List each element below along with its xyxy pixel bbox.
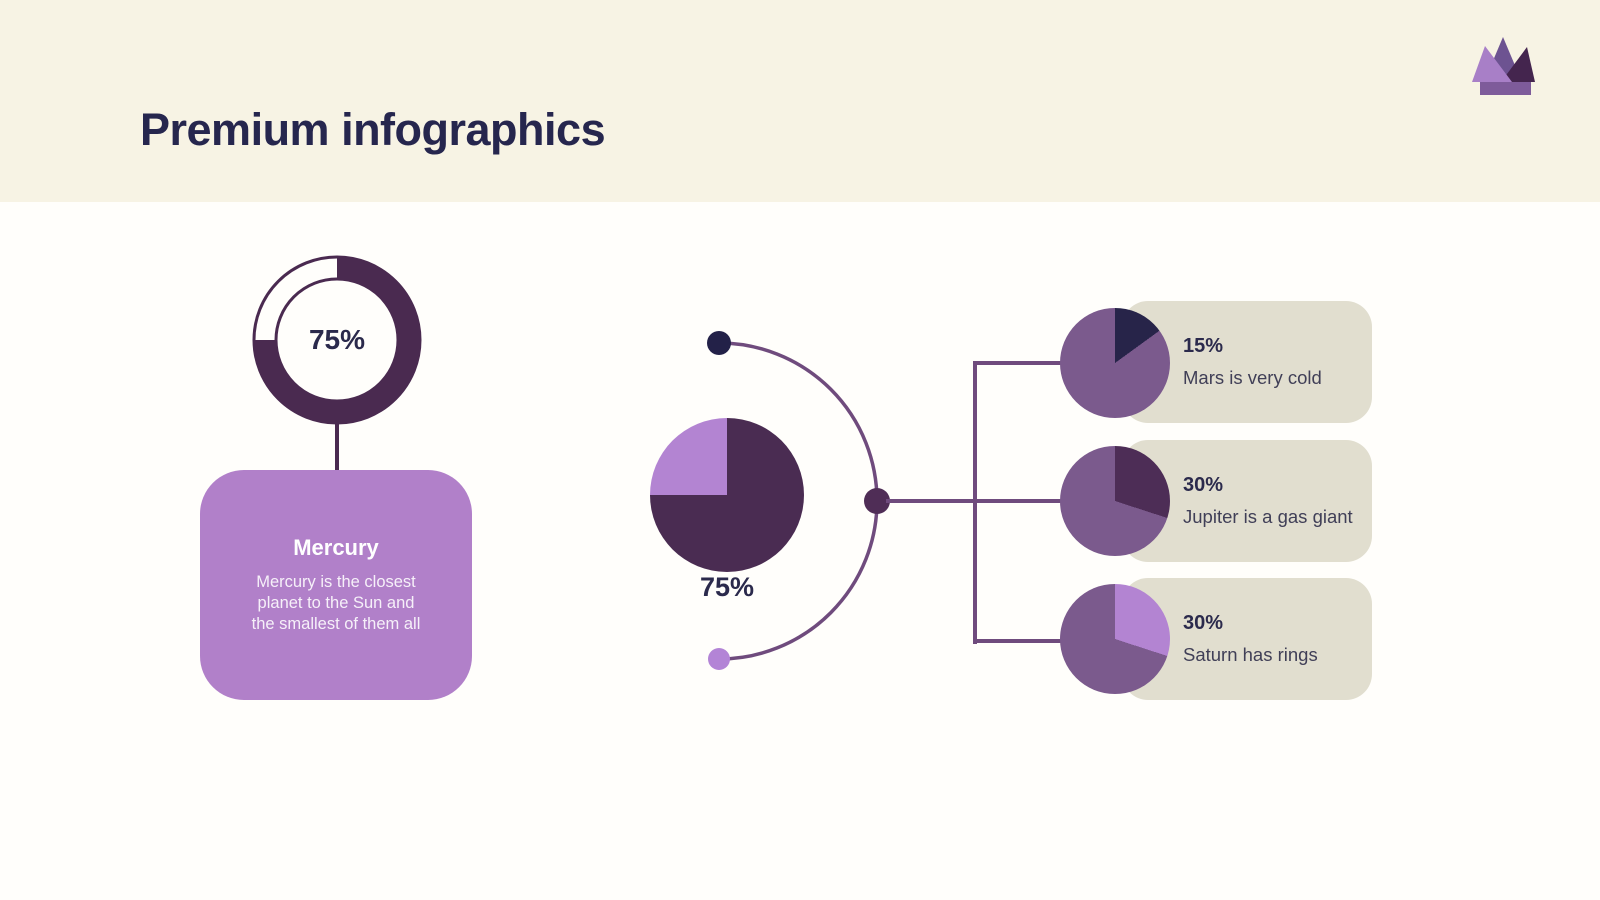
arc-dot-top: [707, 331, 731, 355]
saturn-pie-chart: [1060, 584, 1170, 694]
donut-percent-label: 75%: [308, 324, 366, 355]
page-title: Premium infographics: [140, 104, 606, 155]
jupiter-percent-label: 30%: [1183, 474, 1224, 496]
connector-line-vertical: [973, 361, 977, 644]
arc-dot-middle: [864, 488, 890, 514]
connector-branch-bottom: [973, 639, 1063, 643]
mars-percent-label: 15%: [1183, 335, 1224, 357]
mars-description: Mars is very cold: [1183, 367, 1322, 388]
info-card-jupiter: 30% Jupiter is a gas giant: [1122, 440, 1372, 562]
connector-line-middle: [886, 499, 975, 503]
connector-branch-middle: [977, 499, 1063, 503]
info-card-mars: 15% Mars is very cold: [1122, 301, 1372, 423]
jupiter-pie-chart: [1060, 446, 1170, 556]
mercury-card: Mercury Mercury is the closest planet to…: [200, 470, 472, 700]
mercury-card-description: Mercury is the closest planet to the Sun…: [251, 573, 421, 633]
center-pie-chart: [650, 418, 804, 572]
header-band: [0, 0, 1600, 202]
arc-dot-bottom: [708, 648, 730, 670]
saturn-percent-label: 30%: [1183, 612, 1224, 634]
jupiter-description: Jupiter is a gas giant: [1183, 506, 1353, 527]
donut-chart: [252, 255, 422, 425]
mars-pie-chart: [1060, 308, 1170, 418]
orbit-arc: [707, 331, 890, 670]
saturn-description: Saturn has rings: [1183, 644, 1318, 665]
mercury-card-title: Mercury: [293, 535, 379, 560]
connector-branch-top: [973, 361, 1063, 365]
crown-logo-icon: [1472, 37, 1535, 95]
center-pie-percent-label: 75%: [699, 572, 755, 602]
donut-connector-line: [335, 422, 339, 471]
